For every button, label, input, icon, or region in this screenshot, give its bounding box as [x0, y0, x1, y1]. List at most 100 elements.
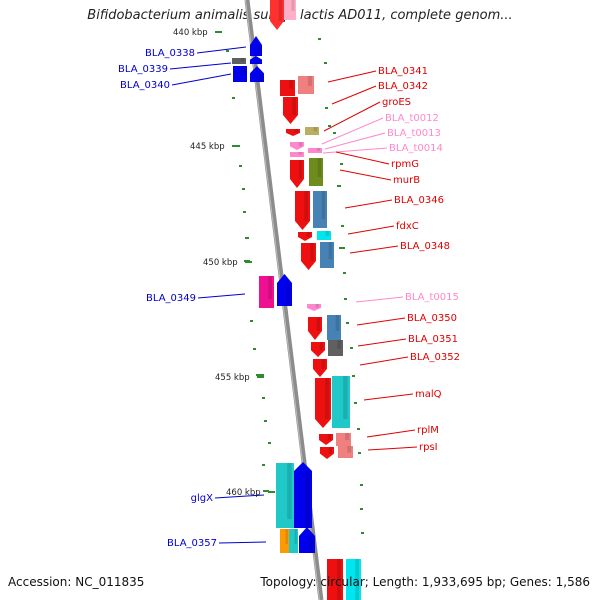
gene-label-right[interactable]: BLA_0348 — [400, 241, 450, 252]
gene-label-right[interactable]: fdxC — [396, 221, 419, 232]
gene-feature[interactable] — [327, 559, 343, 600]
accession-text: Accession: NC_011835 — [8, 575, 145, 589]
gc-tick — [344, 298, 347, 300]
gene-label-right[interactable]: rplM — [417, 425, 439, 436]
gene-feature[interactable] — [270, 0, 284, 30]
gene-feature[interactable] — [346, 559, 361, 600]
gene-feature-bla0348[interactable] — [301, 243, 316, 270]
gene-label-right[interactable]: BLA_0350 — [407, 313, 457, 324]
gene-feature-bla0357-b[interactable] — [289, 529, 298, 553]
leader-line — [169, 62, 232, 70]
gc-tick — [239, 165, 242, 167]
gene-feature-bla0350[interactable] — [308, 317, 322, 340]
gene-label-right[interactable]: rpsI — [419, 442, 438, 453]
gene-label-right[interactable]: BLA_t0015 — [405, 292, 459, 303]
gene-feature-bla0357-c[interactable] — [299, 527, 315, 553]
gc-content-track — [226, 38, 364, 534]
gene-feature-rpmg[interactable] — [290, 160, 304, 188]
gene-feature-bla0340[interactable] — [233, 66, 247, 82]
gene-label-right[interactable]: groES — [382, 97, 411, 108]
gene-feature[interactable] — [284, 0, 296, 20]
gene-label-right[interactable]: BLA_t0014 — [389, 143, 443, 154]
gc-tick — [250, 320, 253, 322]
gc-tick — [358, 452, 361, 454]
scale-label: 440 kbp — [173, 28, 208, 38]
gene-label-left[interactable]: BLA_0339 — [118, 64, 168, 75]
gene-feature-bla0351[interactable] — [311, 342, 325, 357]
leader-line — [339, 169, 392, 181]
gene-feature-bla0350-b[interactable] — [327, 315, 341, 340]
gene-feature-bla0349-b[interactable] — [277, 274, 292, 306]
gene-feature-rpsi[interactable] — [320, 447, 334, 459]
gene-feature-rplm-b[interactable] — [336, 433, 351, 446]
gene-feature-bla0339-b[interactable] — [250, 56, 262, 64]
gene-label-right[interactable]: murB — [393, 175, 420, 186]
genome-summary-text: Topology: circular; Length: 1,933,695 bp… — [260, 575, 590, 589]
gene-label-right[interactable]: malQ — [415, 389, 442, 400]
gc-tick — [262, 464, 265, 466]
gene-feature-rpsi-b[interactable] — [338, 446, 353, 458]
gene-feature-bla0348-b[interactable] — [320, 242, 334, 268]
leader-line — [355, 296, 404, 303]
gene-feature-bla0338[interactable] — [250, 36, 262, 56]
gene-feature-bla-t0015[interactable] — [307, 304, 321, 311]
gene-feature-glgx-b[interactable] — [294, 462, 312, 528]
gene-label-left[interactable]: BLA_0357 — [167, 538, 217, 549]
gene-feature-bla0342[interactable] — [298, 76, 314, 94]
scale-track: 440 kbp 445 kbp 450 kbp 455 kbp 460 kbp — [173, 28, 275, 498]
gene-feature-bla0339[interactable] — [232, 58, 246, 64]
gene-feature-murb[interactable] — [309, 158, 323, 186]
leader-line — [367, 446, 418, 451]
gene-labels: BLA_0338 BLA_0339 BLA_0340 BLA_0349 glgX BLA_… — [118, 48, 460, 549]
gc-tick — [232, 97, 235, 99]
gene-feature-bla-t0012[interactable] — [290, 142, 304, 150]
gene-feature-fdxc[interactable] — [298, 232, 312, 241]
gene-label-right[interactable]: BLA_0341 — [378, 66, 428, 77]
gc-tick — [226, 50, 229, 52]
leader-line — [327, 70, 377, 83]
gene-label-right[interactable]: BLA_0346 — [394, 195, 444, 206]
gene-feature-bla0352[interactable] — [313, 359, 327, 377]
leader-line — [363, 393, 414, 401]
gene-feature-bla-t0014[interactable] — [290, 152, 304, 157]
gene-feature-fdxc-b[interactable] — [317, 231, 331, 240]
leader-line — [321, 117, 384, 145]
scale-tick — [232, 145, 239, 147]
gc-tick — [256, 374, 264, 376]
gc-tick — [339, 247, 345, 249]
gene-feature-bla0349[interactable] — [259, 276, 274, 308]
gc-tick — [343, 272, 346, 274]
gene-feature-bla0341[interactable] — [280, 80, 295, 96]
gene-label-left[interactable]: BLA_0340 — [120, 80, 170, 91]
gc-tick — [354, 402, 357, 404]
gene-feature-groes[interactable] — [283, 97, 298, 124]
gene-label-right[interactable]: rpmG — [391, 159, 419, 170]
gc-tick — [324, 62, 327, 64]
gene-label-right[interactable]: BLA_t0012 — [385, 113, 439, 124]
gene-feature-bla-t0013[interactable] — [308, 148, 322, 153]
gene-label-left[interactable]: glgX — [191, 493, 213, 504]
gene-label-right[interactable]: BLA_0351 — [408, 334, 458, 345]
gene-feature-bla0340-b[interactable] — [250, 66, 264, 82]
gene-feature-malq[interactable] — [315, 378, 331, 428]
gene-label-left[interactable]: BLA_0349 — [146, 293, 196, 304]
gene-label-left[interactable]: BLA_0338 — [145, 48, 195, 59]
gc-tick — [333, 132, 336, 134]
gene-feature-rplm[interactable] — [319, 434, 333, 445]
gene-label-right[interactable]: BLA_0352 — [410, 352, 460, 363]
gc-tick — [337, 185, 341, 187]
gene-feature-bla0351-b[interactable] — [328, 340, 343, 356]
gene-feature-glgx[interactable] — [276, 463, 294, 528]
gene-feature-groes-b[interactable] — [286, 129, 300, 136]
gene-feature[interactable] — [305, 127, 319, 135]
gc-tick — [243, 211, 246, 213]
gene-feature-bla0346-b[interactable] — [313, 191, 327, 228]
gene-label-right[interactable]: BLA_t0013 — [387, 128, 441, 139]
gene-feature-bla0357[interactable] — [280, 529, 289, 553]
gc-tick — [242, 188, 245, 190]
gene-feature-malq-b[interactable] — [332, 376, 350, 428]
gene-feature-bla0346[interactable] — [295, 191, 310, 230]
gene-label-right[interactable]: BLA_0342 — [378, 81, 428, 92]
scale-tick — [215, 31, 222, 33]
